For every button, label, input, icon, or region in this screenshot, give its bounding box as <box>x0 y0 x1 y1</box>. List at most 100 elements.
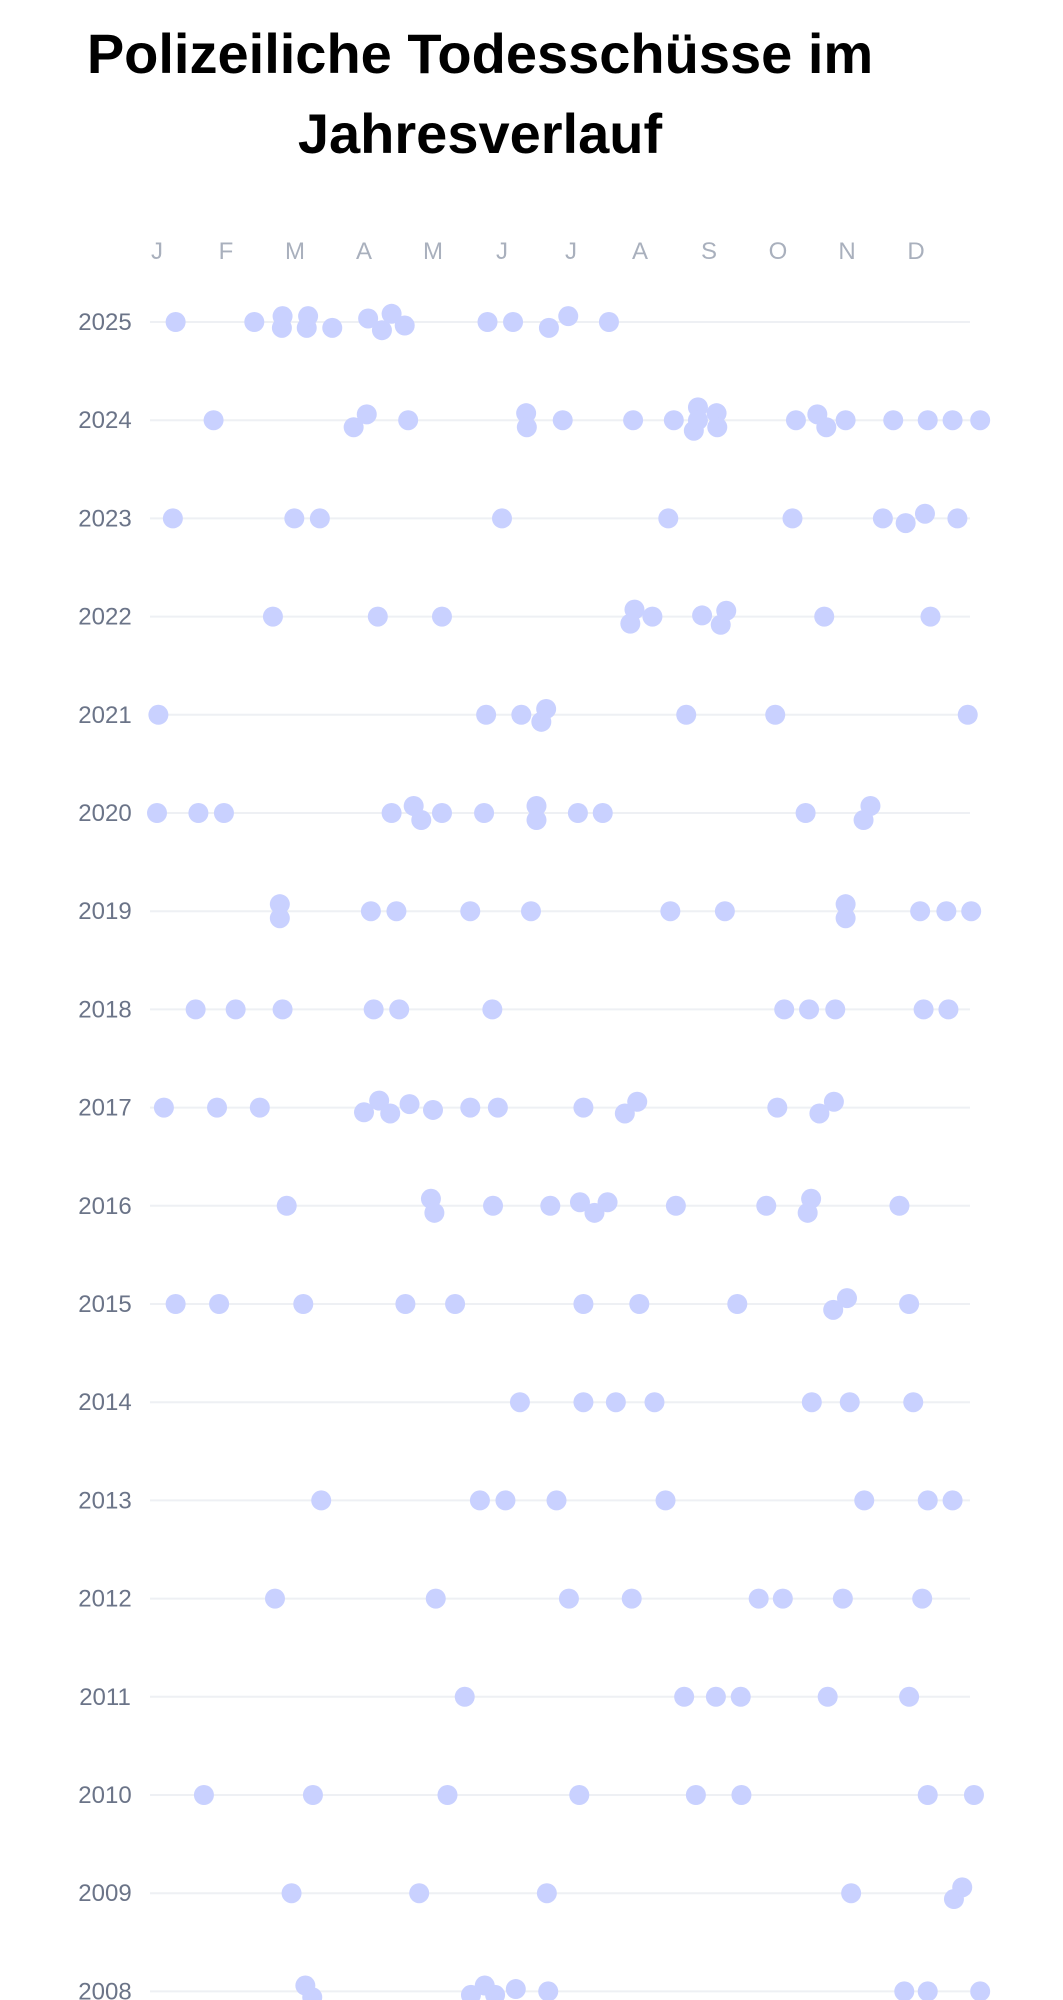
event-point[interactable] <box>526 795 547 816</box>
event-point[interactable] <box>538 317 559 338</box>
event-point[interactable] <box>970 1981 991 2000</box>
event-point[interactable] <box>970 410 991 431</box>
event-point[interactable] <box>485 1984 506 2000</box>
event-point[interactable] <box>476 704 497 725</box>
event-point[interactable] <box>727 1294 748 1314</box>
event-point[interactable] <box>912 1588 933 1609</box>
event-point[interactable] <box>207 1097 228 1118</box>
event-point[interactable] <box>454 1686 475 1707</box>
event-point[interactable] <box>799 999 820 1020</box>
event-point[interactable] <box>425 1588 446 1609</box>
event-point[interactable] <box>445 1294 466 1314</box>
event-point[interactable] <box>823 1091 844 1112</box>
event-point[interactable] <box>262 606 283 627</box>
event-point[interactable] <box>914 503 935 524</box>
event-point[interactable] <box>371 320 392 341</box>
event-point[interactable] <box>399 1094 420 1115</box>
event-point[interactable] <box>748 1588 769 1609</box>
event-point[interactable] <box>546 1490 567 1511</box>
event-point[interactable] <box>380 1103 401 1124</box>
event-point[interactable] <box>558 1588 579 1609</box>
event-point[interactable] <box>674 1686 695 1707</box>
event-point[interactable] <box>573 1392 594 1413</box>
event-point[interactable] <box>302 1785 323 1805</box>
event-point[interactable] <box>629 1294 650 1314</box>
event-point[interactable] <box>621 1588 642 1609</box>
event-point[interactable] <box>148 704 169 725</box>
event-point[interactable] <box>281 1883 302 1904</box>
event-point[interactable] <box>731 1785 752 1805</box>
event-point[interactable] <box>381 303 402 324</box>
event-point[interactable] <box>624 599 645 620</box>
event-point[interactable] <box>809 1103 830 1124</box>
event-point[interactable] <box>706 403 727 424</box>
event-point[interactable] <box>398 410 419 431</box>
event-point[interactable] <box>660 901 681 922</box>
event-point[interactable] <box>482 999 503 1020</box>
event-point[interactable] <box>839 1392 860 1413</box>
event-point[interactable] <box>516 403 537 424</box>
event-point[interactable] <box>474 803 495 823</box>
event-point[interactable] <box>558 306 579 327</box>
event-point[interactable] <box>573 1097 594 1118</box>
event-point[interactable] <box>730 1686 751 1707</box>
event-point[interactable] <box>854 1490 875 1511</box>
event-point[interactable] <box>269 908 290 929</box>
event-point[interactable] <box>942 410 963 431</box>
event-point[interactable] <box>644 1392 665 1413</box>
event-point[interactable] <box>505 1979 526 2000</box>
event-point[interactable] <box>899 1686 920 1707</box>
event-point[interactable] <box>917 1785 938 1805</box>
event-point[interactable] <box>598 312 619 332</box>
event-point[interactable] <box>153 1097 174 1118</box>
event-point[interactable] <box>569 1785 590 1805</box>
event-point[interactable] <box>423 1099 443 1120</box>
event-point[interactable] <box>920 606 941 627</box>
event-point[interactable] <box>516 417 537 438</box>
event-point[interactable] <box>692 605 713 626</box>
event-point[interactable] <box>188 803 209 823</box>
event-point[interactable] <box>910 901 931 922</box>
event-point[interactable] <box>665 1195 686 1216</box>
event-point[interactable] <box>343 417 364 438</box>
event-point[interactable] <box>477 312 498 332</box>
event-point[interactable] <box>655 1490 676 1511</box>
event-point[interactable] <box>705 1686 726 1707</box>
event-point[interactable] <box>356 404 377 425</box>
event-point[interactable] <box>597 1192 618 1213</box>
event-point[interactable] <box>825 999 846 1020</box>
event-point[interactable] <box>276 1195 297 1216</box>
event-point[interactable] <box>492 508 512 529</box>
event-point[interactable] <box>707 417 728 438</box>
event-point[interactable] <box>269 894 290 915</box>
event-point[interactable] <box>244 312 265 332</box>
event-point[interactable] <box>538 1981 559 2000</box>
event-point[interactable] <box>363 999 384 1020</box>
event-point[interactable] <box>209 1294 230 1314</box>
event-point[interactable] <box>431 606 452 627</box>
event-point[interactable] <box>903 1392 924 1413</box>
event-point[interactable] <box>774 999 795 1020</box>
event-point[interactable] <box>185 999 206 1020</box>
event-point[interactable] <box>469 1490 490 1511</box>
event-point[interactable] <box>899 1294 920 1314</box>
event-point[interactable] <box>409 1883 430 1904</box>
event-point[interactable] <box>437 1785 458 1805</box>
event-point[interactable] <box>147 803 167 823</box>
event-point[interactable] <box>536 1883 557 1904</box>
event-point[interactable] <box>381 803 402 823</box>
event-point[interactable] <box>782 508 803 529</box>
event-point[interactable] <box>495 1490 516 1511</box>
event-point[interactable] <box>567 803 588 823</box>
event-point[interactable] <box>165 1294 186 1314</box>
event-point[interactable] <box>309 508 330 529</box>
event-point[interactable] <box>354 1102 374 1123</box>
event-point[interactable] <box>358 308 379 329</box>
event-point[interactable] <box>311 1490 332 1511</box>
event-point[interactable] <box>272 306 293 327</box>
event-point[interactable] <box>424 1202 445 1223</box>
event-point[interactable] <box>917 1490 938 1511</box>
event-point[interactable] <box>503 312 524 332</box>
event-point[interactable] <box>835 894 856 915</box>
event-point[interactable] <box>917 410 938 431</box>
